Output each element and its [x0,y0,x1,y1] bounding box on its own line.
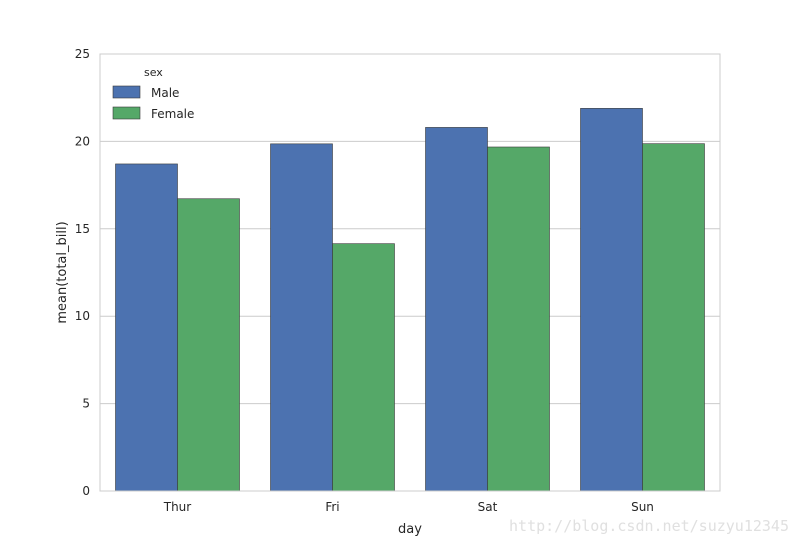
y-tick-label: 5 [82,397,90,411]
x-axis-label: day [398,522,422,537]
bars [115,108,705,492]
y-tick-labels: 0 5 10 15 20 25 [75,47,90,498]
legend-label-male: Male [151,86,179,100]
y-tick-label: 20 [75,134,90,148]
y-axis-label: mean(total_bill) [55,221,70,323]
x-tick-label: Fri [325,500,339,514]
y-tick-label: 15 [75,222,90,236]
legend-title: sex [144,66,163,79]
y-tick-label: 10 [75,309,90,323]
bar-male-fri [270,143,333,492]
legend-swatch-male [112,85,141,99]
legend-swatch-female [112,106,141,120]
legend-label-female: Female [151,107,194,121]
bar-female-sat [487,146,550,492]
y-tick-label: 0 [82,484,90,498]
plot-frame [99,53,721,492]
watermark: http://blog.csdn.net/suzyu12345 [509,517,789,535]
x-tick-labels: Thur Fri Sat Sun [163,500,654,514]
x-tick-label: Thur [163,500,192,514]
bar-female-sun [642,143,705,492]
legend: sex Male Female [112,66,194,121]
y-tick-label: 25 [75,47,90,61]
bar-female-thur [177,198,240,492]
x-tick-label: Sun [631,500,654,514]
bar-female-fri [332,243,395,492]
x-tick-label: Sat [478,500,498,514]
bar-male-sun [580,108,643,492]
bar-male-thur [115,163,178,492]
bar-male-sat [425,127,488,492]
